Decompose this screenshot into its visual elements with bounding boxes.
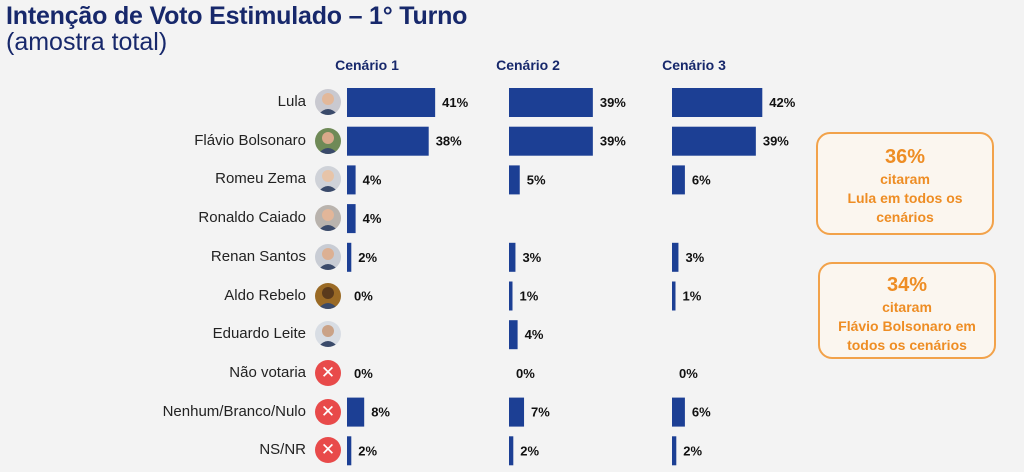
candidate-photo-icon — [315, 127, 341, 154]
highlight-line: todos os cenários — [847, 337, 967, 353]
highlight-box-flavio: 34% citaram Flávio Bolsonaro em todos os… — [818, 262, 996, 359]
candidate-name: NS/NR — [259, 441, 306, 459]
data-label: 2% — [358, 443, 377, 458]
x-icon: ✕ — [315, 398, 341, 425]
highlight-line: citaram — [882, 299, 932, 315]
data-label: 8% — [371, 405, 390, 420]
candidate-name: Flávio Bolsonaro — [194, 131, 306, 149]
bar — [672, 436, 677, 466]
bar — [509, 436, 514, 466]
bar — [347, 242, 352, 272]
data-label: 5% — [527, 172, 546, 187]
candidate-photo-icon — [315, 321, 341, 348]
candidate-photo-icon — [315, 89, 341, 115]
series-header: Cenário 2 — [496, 57, 560, 73]
candidate-photo-icon — [315, 243, 341, 270]
bar — [347, 88, 436, 117]
candidate-name: Aldo Rebelo — [224, 286, 306, 304]
data-label: 0% — [354, 366, 373, 381]
highlight-line: Lula em todos os — [847, 190, 963, 206]
candidate-name: Romeu Zema — [215, 170, 306, 188]
data-label: 2% — [683, 443, 702, 458]
bar — [672, 126, 756, 156]
bar — [672, 165, 685, 195]
bar — [347, 165, 356, 195]
bar — [509, 281, 513, 311]
data-label: 6% — [692, 172, 711, 187]
bar — [672, 88, 763, 117]
data-label: 4% — [363, 211, 382, 226]
bar — [509, 242, 516, 272]
highlight-value: 34% — [886, 274, 928, 296]
data-label: 39% — [600, 134, 626, 149]
bar — [347, 397, 365, 427]
candidate-name: Lula — [277, 93, 306, 110]
highlight-value: 36% — [884, 146, 926, 168]
candidate-photo-icon — [315, 205, 341, 232]
x-icon: ✕ — [315, 359, 341, 386]
highlight-line: cenários — [876, 209, 934, 225]
data-label: 6% — [692, 405, 711, 420]
data-label: 1% — [683, 289, 702, 304]
data-label: 0% — [516, 366, 535, 381]
bar — [672, 397, 685, 427]
bar — [509, 165, 520, 195]
data-label: 41% — [442, 95, 468, 110]
data-label: 7% — [531, 405, 550, 420]
bar — [347, 204, 356, 234]
highlight-box-lula: 36% citaram Lula em todos os cenários — [816, 132, 994, 235]
data-label: 38% — [436, 134, 462, 149]
data-label: 39% — [600, 95, 626, 110]
bar — [509, 126, 593, 156]
bar — [509, 397, 525, 427]
data-label: 2% — [358, 250, 377, 265]
candidate-name: Não votaria — [229, 363, 306, 381]
candidate-photo-icon — [315, 166, 341, 193]
data-label: 0% — [679, 366, 698, 381]
candidate-name: Renan Santos — [210, 247, 306, 265]
bar — [509, 320, 518, 350]
data-label: 3% — [685, 250, 704, 265]
data-label: 2% — [520, 443, 539, 458]
page-subtitle: (amostra total) — [6, 28, 168, 56]
data-label: 1% — [520, 289, 539, 304]
candidate-name: Nenhum/Branco/Nulo — [162, 402, 306, 420]
bar — [672, 242, 679, 272]
highlight-line: citaram — [880, 171, 930, 187]
data-label: 4% — [363, 172, 382, 187]
series-header: Cenário 3 — [662, 57, 726, 73]
data-label: 3% — [522, 250, 541, 265]
data-label: 42% — [769, 95, 795, 110]
data-label: 0% — [354, 289, 373, 304]
bar — [347, 436, 352, 466]
data-label: 39% — [763, 134, 789, 149]
highlight-line: Flávio Bolsonaro em — [838, 318, 976, 334]
bar — [509, 88, 593, 117]
candidate-name: Ronaldo Caiado — [198, 209, 306, 227]
x-icon: ✕ — [315, 437, 341, 464]
series-header: Cenário 1 — [335, 57, 399, 73]
bar — [672, 281, 676, 311]
data-label: 4% — [525, 327, 544, 342]
page-title: Intenção de Voto Estimulado – 1° Turno — [6, 2, 468, 30]
candidate-name: Eduardo Leite — [212, 325, 306, 343]
bar — [347, 126, 429, 156]
candidate-photo-icon — [315, 282, 341, 309]
